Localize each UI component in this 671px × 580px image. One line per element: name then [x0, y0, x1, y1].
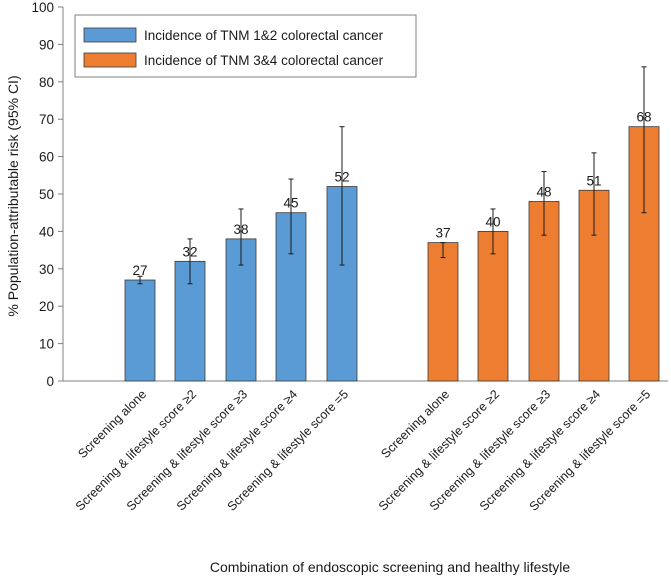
bars — [124, 126, 660, 382]
data-label: 32 — [182, 244, 197, 259]
data-label: 45 — [283, 196, 298, 211]
y-tick-label: 70 — [39, 112, 54, 127]
bar — [124, 279, 156, 382]
y-axis: 0 10 20 30 40 50 60 70 80 90 100 — [31, 0, 668, 389]
data-label: 27 — [132, 263, 147, 278]
y-tick-label: 10 — [39, 337, 54, 352]
y-axis-title: % Population-attributable risk (95% CI) — [5, 75, 21, 316]
data-label: 51 — [586, 173, 601, 188]
data-label: 37 — [435, 226, 450, 241]
y-tick-label: 0 — [46, 374, 54, 389]
y-tick-label: 40 — [39, 224, 54, 239]
data-labels: 27 32 38 45 52 37 40 48 51 68 — [132, 110, 651, 278]
y-tick-label: 20 — [39, 299, 54, 314]
y-tick-label: 30 — [39, 262, 54, 277]
bar — [427, 242, 459, 382]
data-label: 68 — [636, 110, 651, 125]
y-tick-label: 50 — [39, 187, 54, 202]
legend-label: Incidence of TNM 1&2 colorectal cancer — [144, 28, 384, 43]
y-tick-label: 60 — [39, 150, 54, 165]
legend-swatch — [83, 27, 137, 43]
legend-swatch — [83, 52, 137, 68]
bar — [477, 230, 509, 382]
data-label: 40 — [485, 214, 500, 229]
y-tick-label: 100 — [31, 0, 54, 15]
y-tick-label: 80 — [39, 75, 54, 90]
legend-label: Incidence of TNM 3&4 colorectal cancer — [144, 53, 384, 68]
data-label: 52 — [334, 170, 349, 185]
data-label: 38 — [233, 222, 248, 237]
legend: Incidence of TNM 1&2 colorectal cancer In… — [74, 14, 417, 78]
y-tick-label: 90 — [39, 37, 54, 52]
error-bars — [137, 66, 647, 285]
x-axis-title: Combination of endoscopic screening and … — [210, 559, 571, 575]
data-label: 48 — [536, 184, 551, 199]
